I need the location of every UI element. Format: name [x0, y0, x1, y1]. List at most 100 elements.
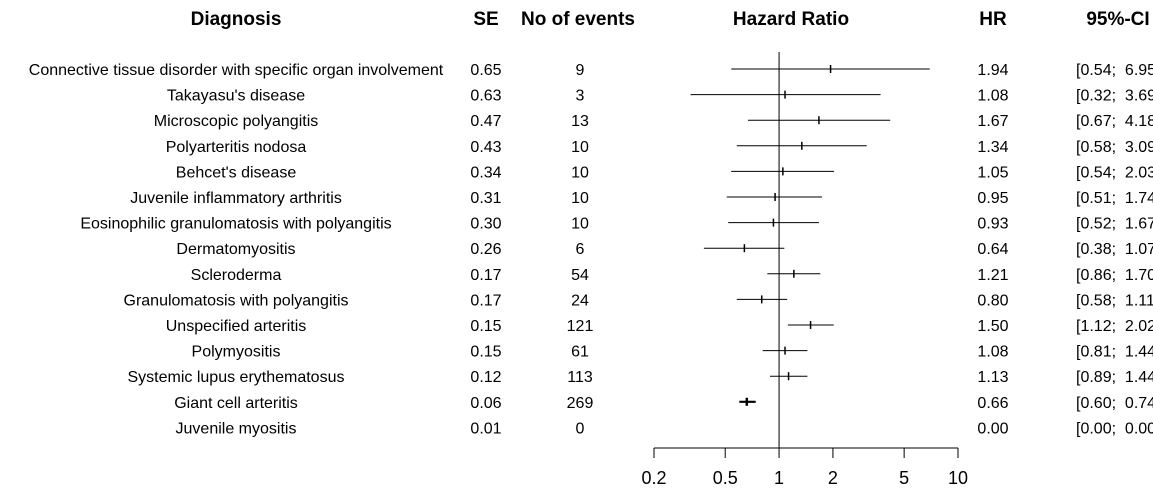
se-value: 0.06 — [470, 395, 501, 412]
hr-point — [782, 167, 784, 176]
hr-value: 1.13 — [977, 369, 1008, 386]
diagnosis-label: Systemic lupus erythematosus — [128, 369, 345, 386]
diagnosis-label: Polymyositis — [192, 344, 281, 361]
events-value: 61 — [571, 344, 589, 361]
hr-point — [743, 244, 746, 253]
x-tick-label: 2 — [828, 468, 838, 488]
hr-point — [829, 65, 832, 73]
se-value: 0.63 — [470, 88, 501, 105]
se-value: 0.12 — [470, 369, 501, 386]
events-value: 10 — [571, 216, 589, 233]
hr-point — [784, 346, 786, 355]
diagnosis-label: Eosinophilic granulomatosis with polyang… — [80, 216, 391, 233]
ci-value: [0.00; 0.00] — [1076, 420, 1153, 437]
ci-value: [0.86; 1.70] — [1076, 267, 1153, 284]
x-tick-label: 0.2 — [641, 468, 666, 488]
diagnosis-label: Scleroderma — [191, 267, 282, 284]
se-value: 0.47 — [470, 113, 501, 130]
hr-value: 0.00 — [977, 420, 1008, 437]
se-value: 0.01 — [470, 420, 501, 437]
diagnosis-label: Takayasu's disease — [167, 88, 305, 105]
se-value: 0.15 — [470, 344, 501, 361]
x-tick-label: 10 — [948, 468, 968, 488]
hr-point — [784, 90, 786, 99]
events-value: 10 — [571, 190, 589, 207]
ci-value: [0.52; 1.67] — [1076, 216, 1153, 233]
diagnosis-label: Unspecified arteritis — [166, 318, 307, 335]
ci-value: [0.54; 6.95] — [1076, 62, 1153, 79]
ci-value: [0.58; 3.09] — [1076, 139, 1153, 156]
se-value: 0.43 — [470, 139, 501, 156]
ci-value: [0.32; 3.69] — [1076, 88, 1153, 105]
se-value: 0.65 — [470, 62, 501, 79]
se-value: 0.34 — [470, 164, 501, 181]
hr-value: 1.94 — [977, 62, 1008, 79]
hr-value: 1.21 — [977, 267, 1008, 284]
header-diagnosis: Diagnosis — [191, 9, 282, 30]
events-value: 121 — [567, 318, 594, 335]
x-tick-label: 0.5 — [713, 468, 738, 488]
hr-value: 0.93 — [977, 216, 1008, 233]
ci-value: [0.60; 0.74] — [1076, 395, 1153, 412]
diagnosis-label: Juvenile myositis — [176, 420, 297, 437]
se-value: 0.26 — [470, 241, 501, 258]
ci-value: [0.67; 4.18] — [1076, 113, 1153, 130]
x-tick-label: 1 — [774, 468, 784, 488]
header-hazard-ratio: Hazard Ratio — [733, 9, 849, 30]
se-value: 0.17 — [470, 267, 501, 284]
ci-value: [0.38; 1.07] — [1076, 241, 1153, 258]
hr-point — [787, 372, 790, 381]
ci-value: [0.51; 1.74] — [1076, 190, 1153, 207]
se-value: 0.15 — [470, 318, 501, 335]
events-value: 54 — [571, 267, 589, 284]
events-value: 24 — [571, 292, 589, 309]
se-value: 0.31 — [470, 190, 501, 207]
diagnosis-label: Juvenile inflammatory arthritis — [130, 190, 342, 207]
hr-value: 0.64 — [977, 241, 1008, 258]
se-value: 0.30 — [470, 216, 501, 233]
events-value: 10 — [571, 139, 589, 156]
events-value: 3 — [576, 88, 585, 105]
hr-value: 0.80 — [977, 292, 1008, 309]
hr-point — [760, 295, 763, 304]
se-value: 0.17 — [470, 292, 501, 309]
header-events: No of events — [521, 9, 635, 30]
header-ci: 95%-CI — [1086, 9, 1149, 30]
hr-value: 1.08 — [977, 88, 1008, 105]
diagnosis-label: Dermatomyositis — [176, 241, 295, 258]
hr-value: 0.95 — [977, 190, 1008, 207]
ci-value: [0.89; 1.44] — [1076, 369, 1153, 386]
hr-value: 1.67 — [977, 113, 1008, 130]
diagnosis-label: Microscopic polyangitis — [154, 113, 319, 130]
hr-value: 1.05 — [977, 164, 1008, 181]
diagnosis-label: Polyarteritis nodosa — [166, 139, 307, 156]
ci-value: [1.12; 2.02] — [1076, 318, 1153, 335]
events-value: 10 — [571, 164, 589, 181]
diagnosis-label: Behcet's disease — [176, 164, 297, 181]
ci-value: [0.58; 1.11] — [1076, 292, 1153, 309]
events-value: 0 — [576, 420, 585, 437]
events-value: 13 — [571, 113, 589, 130]
hr-point — [772, 218, 775, 227]
hr-value: 1.50 — [977, 318, 1008, 335]
hr-point — [801, 141, 803, 150]
diagnosis-label: Granulomatosis with polyangitis — [124, 292, 349, 309]
hr-value: 1.08 — [977, 344, 1008, 361]
hr-point — [818, 116, 820, 125]
events-value: 9 — [576, 62, 585, 79]
x-tick-label: 5 — [899, 468, 909, 488]
header-se: SE — [473, 9, 498, 30]
events-value: 6 — [576, 241, 585, 258]
hr-value: 0.66 — [977, 395, 1008, 412]
hr-point — [774, 193, 776, 201]
hr-point — [793, 269, 795, 278]
diagnosis-label: Connective tissue disorder with specific… — [29, 62, 444, 79]
header-hr: HR — [979, 9, 1007, 30]
hr-value: 1.34 — [977, 139, 1008, 156]
events-value: 113 — [567, 369, 593, 386]
ci-value: [0.54; 2.03] — [1076, 164, 1153, 181]
ci-value: [0.81; 1.44] — [1076, 344, 1153, 361]
hr-point — [809, 321, 812, 329]
diagnosis-label: Giant cell arteritis — [174, 395, 298, 412]
